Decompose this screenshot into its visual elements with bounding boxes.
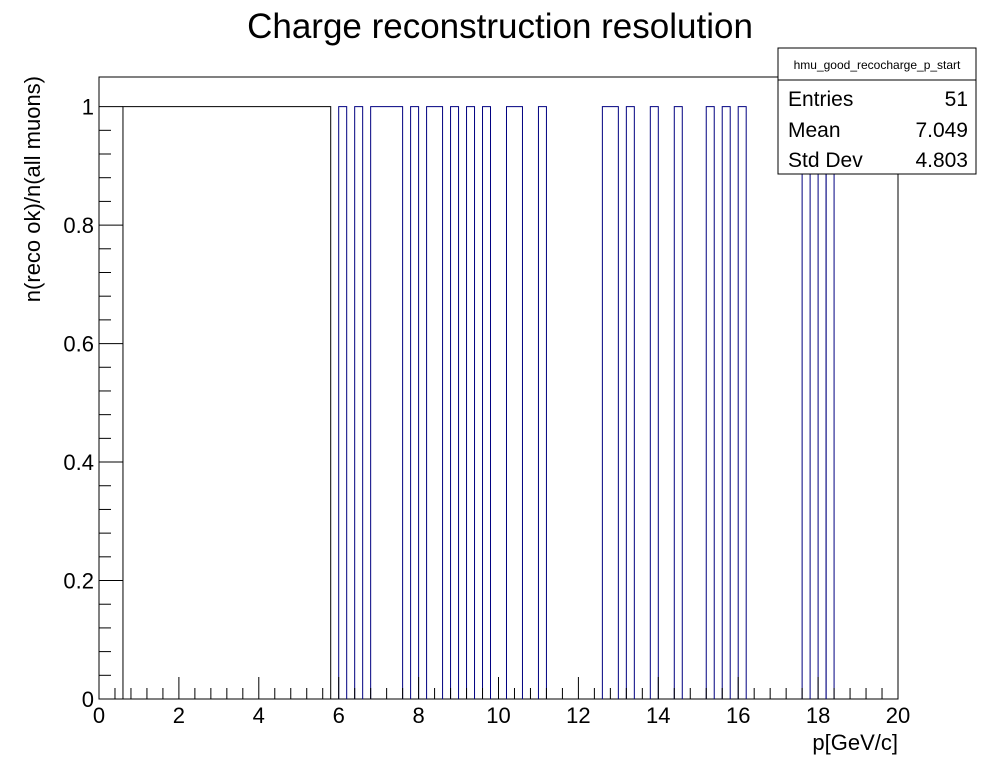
histogram-bin [122, 106, 332, 699]
histogram-bin [625, 106, 635, 699]
histogram-bin [705, 106, 715, 699]
histogram-bin [450, 106, 460, 699]
x-axis-label: p[GeV/c] [812, 730, 898, 755]
y-axis-label: n(reco ok)/n(all muons) [20, 76, 45, 302]
x-tick-label: 18 [806, 703, 830, 728]
histogram-bin [338, 106, 348, 699]
stats-histogram-name: hmu_good_recocharge_p_start [794, 58, 961, 72]
histogram-bin [825, 106, 835, 699]
y-tick-label: 0 [82, 687, 94, 712]
histogram-bins [122, 106, 835, 699]
x-tick-label: 2 [173, 703, 185, 728]
histogram-bin [505, 106, 523, 699]
stats-mean-value: 7.049 [915, 119, 968, 142]
stats-mean-label: Mean [788, 119, 841, 142]
stats-entries-label: Entries [788, 88, 853, 111]
x-tick-label: 16 [726, 703, 750, 728]
histogram-bin [354, 106, 364, 699]
stats-stddev-label: Std Dev [788, 149, 863, 172]
y-tick-label: 0.4 [63, 450, 94, 475]
stats-entries-value: 51 [945, 88, 968, 111]
histogram-bin [466, 106, 476, 699]
x-tick-label: 10 [486, 703, 510, 728]
histogram-bin [649, 106, 659, 699]
histogram-bin [482, 106, 492, 699]
y-tick-label: 0.6 [63, 332, 94, 357]
stats-box: hmu_good_recocharge_p_start Entries 51 M… [777, 47, 977, 175]
stats-box-frame [777, 47, 977, 175]
histogram-bin [721, 106, 731, 699]
x-tick-label: 4 [253, 703, 265, 728]
chart-title: Charge reconstruction resolution [247, 7, 753, 46]
histogram-bin [537, 106, 547, 699]
histogram-bin [410, 106, 420, 699]
y-tick-label: 0.8 [63, 213, 94, 238]
x-tick-label: 8 [412, 703, 424, 728]
y-tick-label: 1 [82, 95, 94, 120]
histogram-bin [426, 106, 444, 699]
histogram-bin [737, 106, 747, 699]
x-tick-label: 12 [566, 703, 590, 728]
x-tick-label: 14 [646, 703, 670, 728]
x-tick-label: 0 [93, 703, 105, 728]
x-tick-label: 6 [333, 703, 345, 728]
histogram-bin [817, 106, 827, 699]
histogram-bin [673, 106, 683, 699]
stats-stddev-value: 4.803 [915, 149, 968, 172]
histogram-bin [370, 106, 404, 699]
histogram-bin [801, 106, 811, 699]
y-axis: 0 0.2 0.4 0.6 0.8 1 [63, 95, 123, 712]
histogram-bin [601, 106, 619, 699]
y-tick-label: 0.2 [63, 569, 94, 594]
x-axis: 0 2 4 6 8 10 12 14 16 18 20 [93, 677, 910, 728]
x-tick-label: 20 [886, 703, 910, 728]
